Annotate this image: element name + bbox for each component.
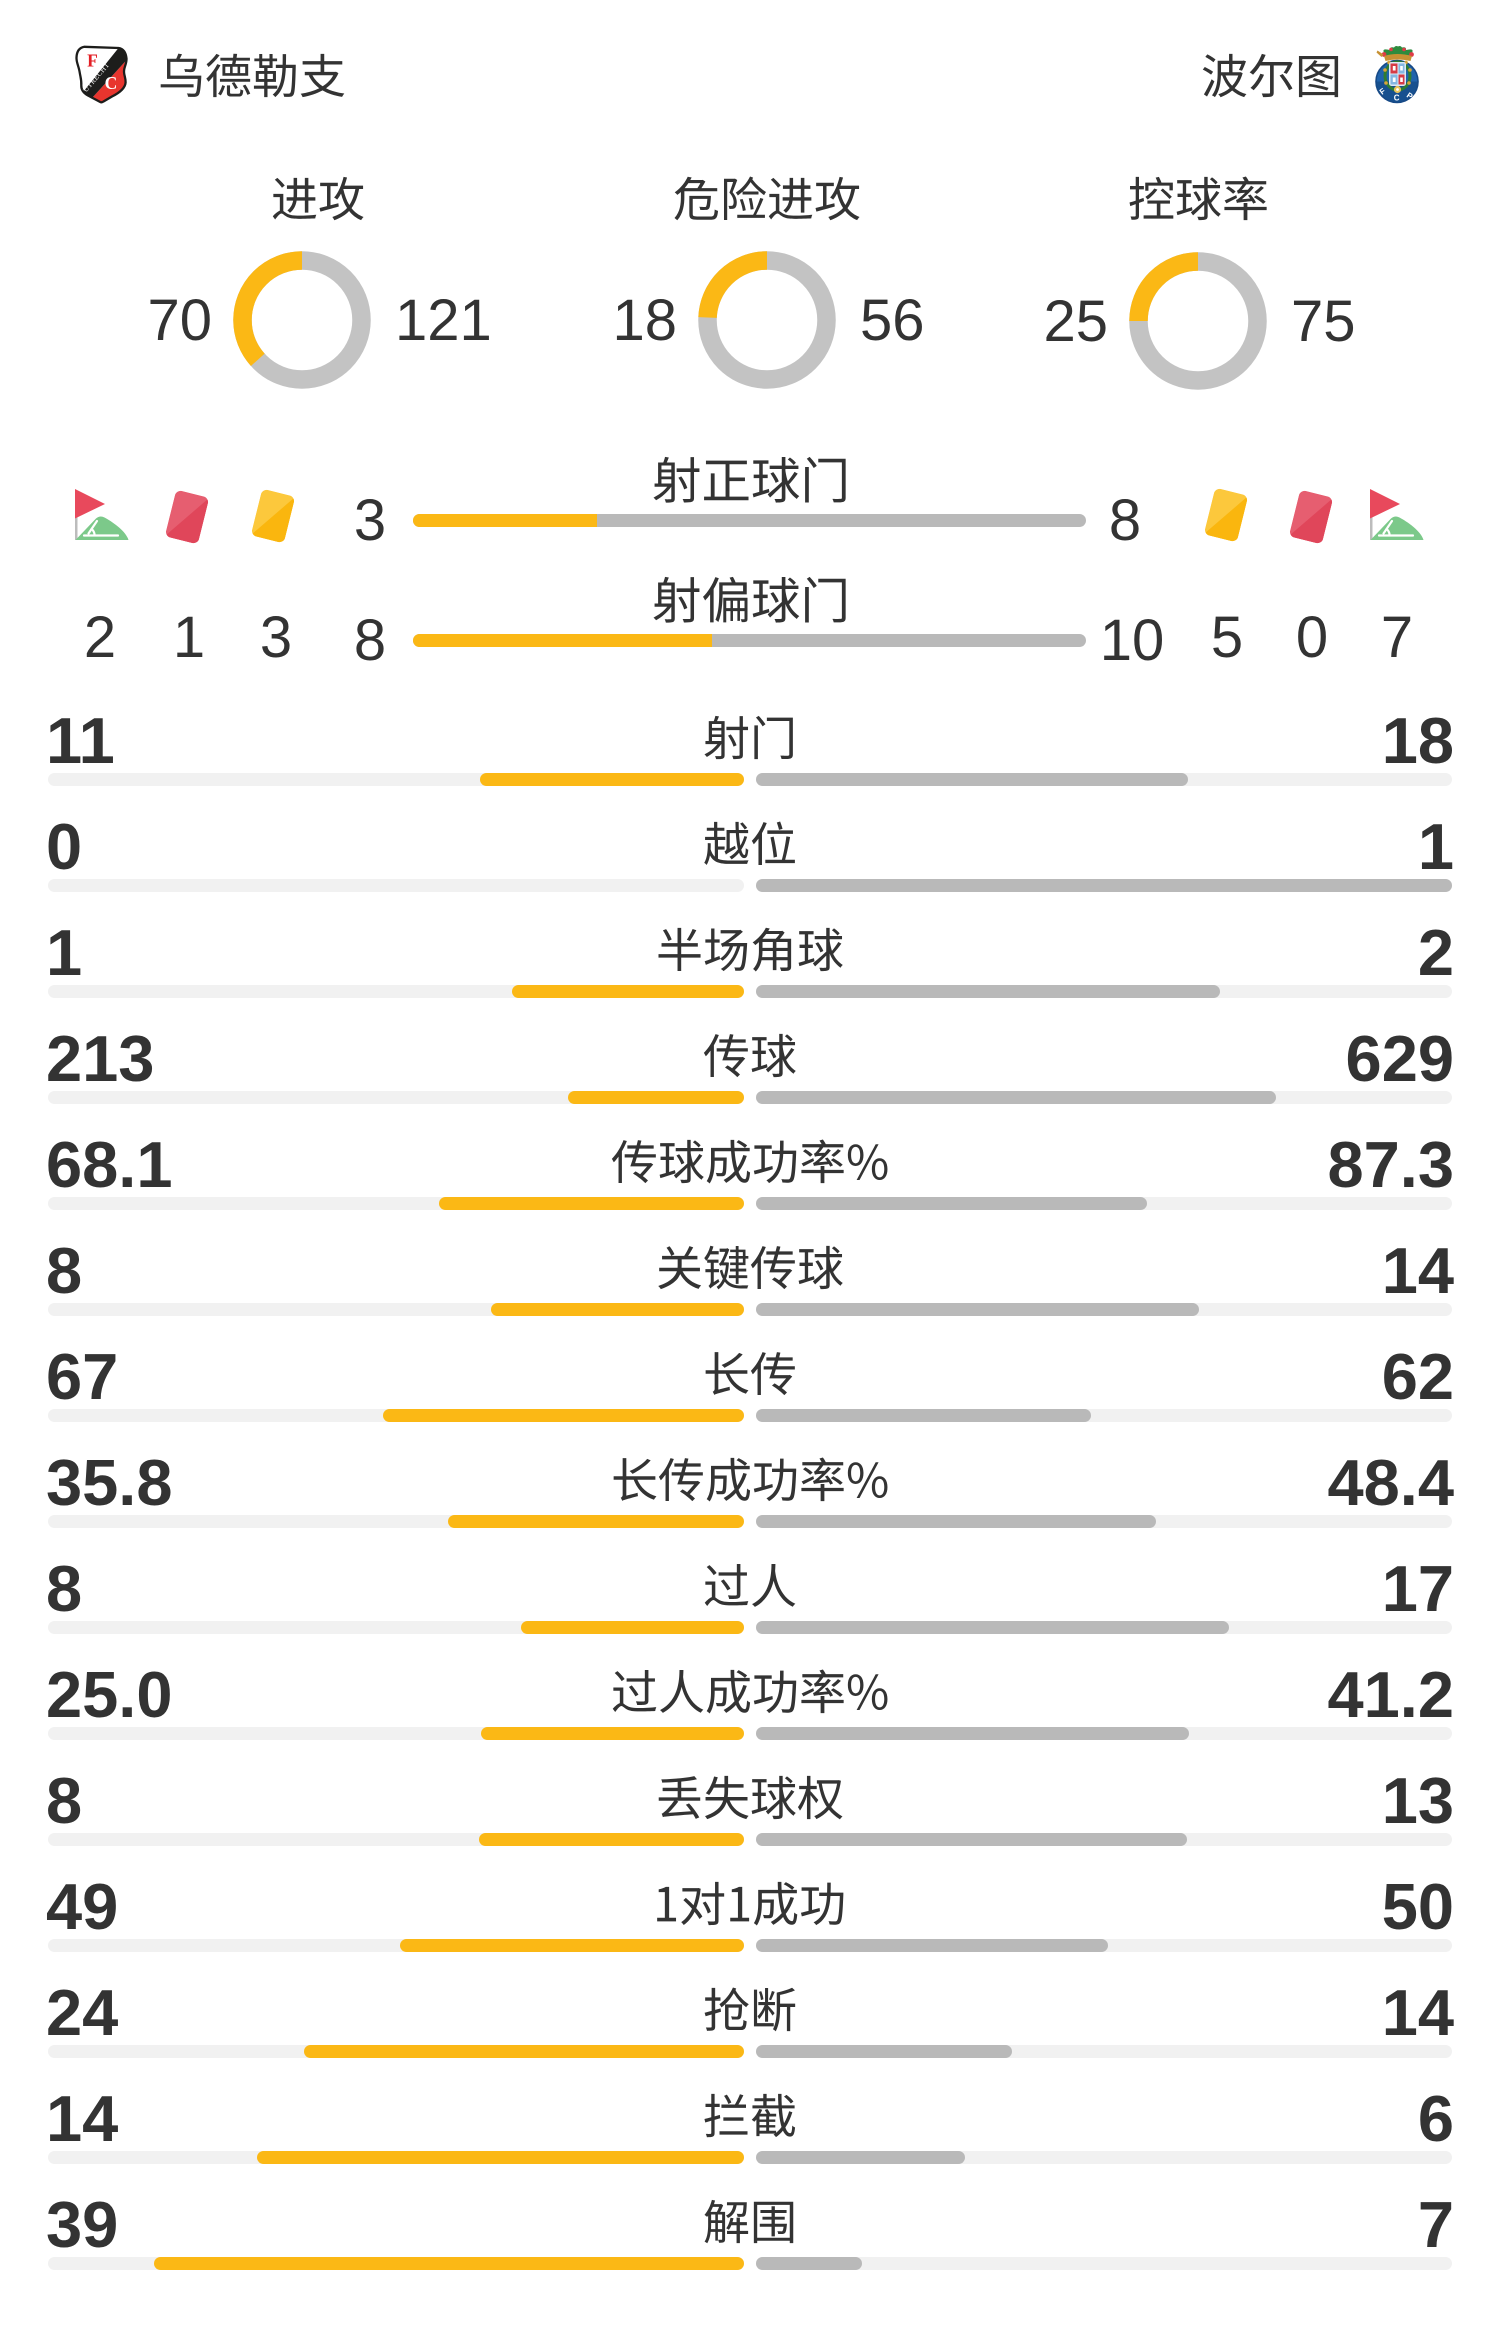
- svg-text:C: C: [105, 73, 118, 93]
- svg-text:P: P: [1405, 91, 1415, 102]
- svg-text:C: C: [1394, 94, 1400, 103]
- svg-text:F: F: [1378, 86, 1387, 96]
- svg-text:F: F: [87, 51, 98, 71]
